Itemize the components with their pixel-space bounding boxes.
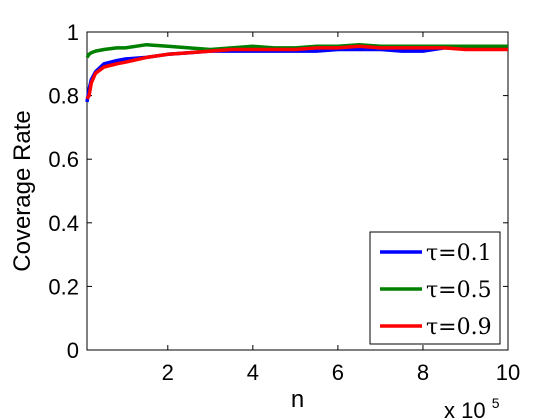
legend-label-2: τ=0.5 <box>426 278 492 303</box>
x-tick-label: 2 <box>162 360 174 385</box>
legend-label-1: τ=0.1 <box>426 241 492 266</box>
x-tick-label: 6 <box>332 360 344 385</box>
x-tick-label: 8 <box>417 360 429 385</box>
series-line-3 <box>85 44 508 100</box>
y-tick-label: 0 <box>67 338 79 363</box>
y-axis-label: Coverage Rate <box>9 110 36 271</box>
x-axis-label: n <box>291 386 304 413</box>
plot-area: 2 4 6 8 10 0 0.2 0.4 0.6 0.8 1 <box>48 20 520 385</box>
legend-label-3: τ=0.9 <box>426 315 492 340</box>
legend: τ=0.1 τ=0.5 τ=0.9 <box>369 231 501 345</box>
y-tick-label: 0.6 <box>48 147 79 172</box>
x-tick-label: 4 <box>247 360 259 385</box>
x-tick-label: 10 <box>496 360 520 385</box>
y-ticks: 0 0.2 0.4 0.6 0.8 1 <box>48 20 508 363</box>
x-multiplier-base: x 10 <box>444 398 486 420</box>
y-tick-label: 0.4 <box>48 211 79 236</box>
x-axis-multiplier: x 10 5 <box>444 395 500 420</box>
legend-items: τ=0.1 τ=0.5 τ=0.9 <box>380 241 492 340</box>
y-tick-label: 0.8 <box>48 84 79 109</box>
y-tick-label: 1 <box>67 20 79 45</box>
x-ticks: 2 4 6 8 10 <box>162 32 520 385</box>
x-multiplier-exponent: 5 <box>492 395 500 411</box>
series-lines <box>85 42 508 103</box>
y-tick-label: 0.2 <box>48 274 79 299</box>
